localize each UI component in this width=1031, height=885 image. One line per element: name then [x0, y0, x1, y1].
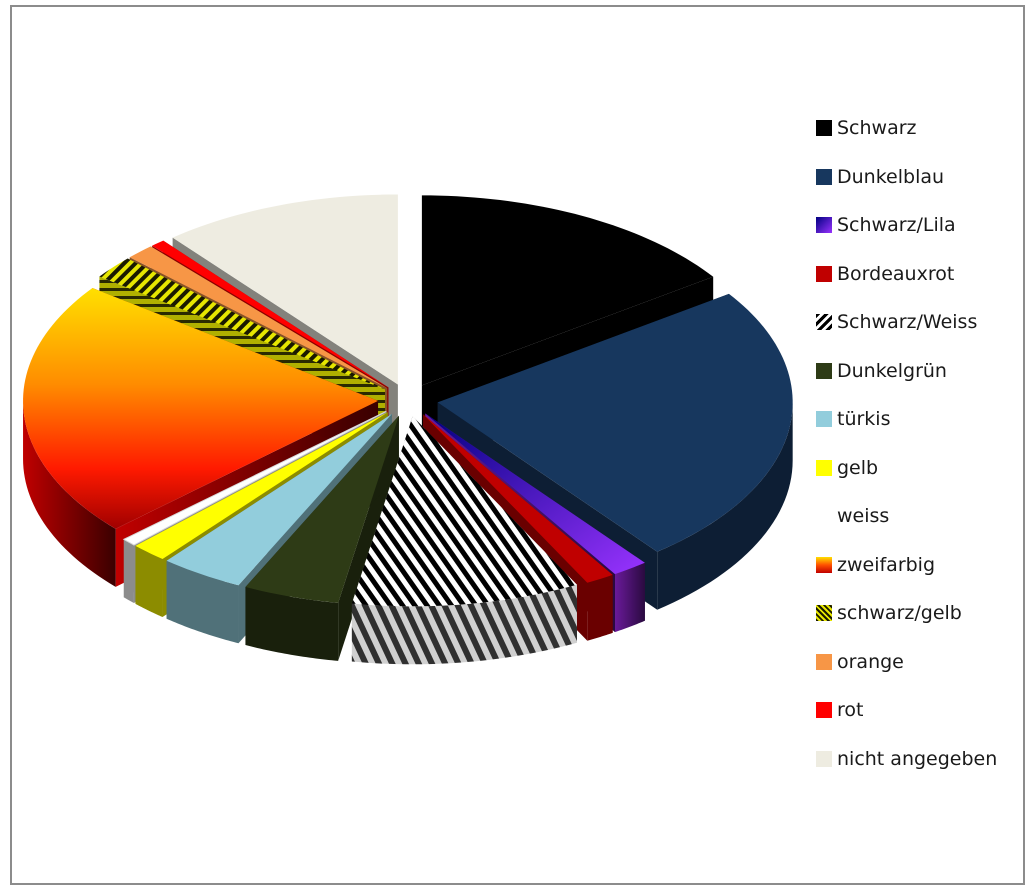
legend-item-orange: orange: [816, 638, 997, 687]
legend-label: gelb: [837, 456, 879, 479]
pie-slice-dunkelblau: [437, 293, 793, 552]
legend-swatch-nicht-angegeben: [816, 750, 832, 767]
legend-swatch-schwarz-gelb: [816, 605, 832, 622]
legend-label: Schwarz: [837, 117, 917, 140]
pie-slice-orange: [129, 246, 388, 389]
legend-label: Dunkelgrün: [837, 359, 947, 382]
legend-swatch-dunkelgrun: [816, 362, 832, 379]
legend-label: Schwarz/Lila: [837, 214, 956, 237]
legend-label: Bordeauxrot: [837, 262, 955, 285]
legend-swatch-schwarz-lila: [816, 217, 832, 234]
legend-item-schwarz-weiss: Schwarz/Weiss: [816, 298, 997, 347]
legend-item-nicht-angegeben: nicht angegeben: [816, 735, 997, 784]
legend-item-schwarz: Schwarz: [816, 104, 997, 153]
legend-item-schwarz-lila: Schwarz/Lila: [816, 201, 997, 250]
legend-label: orange: [837, 650, 904, 673]
legend-swatch-zweifarbig: [816, 556, 832, 573]
legend-item-schwarz-gelb: schwarz/gelb: [816, 589, 997, 638]
legend-label: Schwarz/Weiss: [837, 311, 978, 334]
pie-slice-nicht-angegeben: [172, 194, 398, 385]
pie-slice-schwarz: [421, 195, 714, 386]
pie-slice-rot: [152, 240, 389, 388]
legend-label: Dunkelblau: [837, 165, 945, 188]
legend-swatch-weiss: [816, 508, 832, 525]
pie-slice-gelb: [135, 412, 388, 560]
legend-swatch-turkis: [816, 411, 832, 428]
legend-swatch-schwarz: [816, 120, 832, 137]
pie-slice-weiss: [122, 410, 387, 546]
legend-label: zweifarbig: [837, 553, 936, 576]
pie-slice-bordeauxrot: [422, 414, 613, 583]
legend-item-dunkelblau: Dunkelblau: [816, 153, 997, 202]
legend-label: weiss: [837, 505, 890, 528]
legend-item-weiss: weiss: [816, 492, 997, 541]
pie-slice-turkis: [166, 413, 392, 586]
legend-swatch-orange: [816, 653, 832, 670]
pie-slice-schwarz-gelb: [99, 258, 386, 390]
legend-item-gelb: gelb: [816, 444, 997, 493]
pie-slice-dunkelgrun: [245, 415, 399, 603]
legend-item-dunkelgrun: Dunkelgrün: [816, 347, 997, 396]
legend-item-rot: rot: [816, 686, 997, 735]
chart-legend: Schwarz Dunkelblau Schwarz/Lila Bordeauxrot…: [816, 104, 997, 783]
legend-swatch-schwarz-weiss: [816, 314, 832, 331]
legend-label: nicht angegeben: [837, 747, 998, 770]
pie-slice-schwarz-lila: [425, 413, 645, 575]
legend-label: türkis: [837, 408, 891, 431]
legend-swatch-gelb: [816, 459, 832, 476]
legend-label: schwarz/gelb: [837, 602, 962, 625]
legend-item-turkis: türkis: [816, 395, 997, 444]
legend-swatch-rot: [816, 702, 832, 719]
legend-swatch-bordeauxrot: [816, 265, 832, 282]
pie-slice-schwarz-weiss: [351, 416, 577, 607]
legend-item-zweifarbig: zweifarbig: [816, 541, 997, 590]
legend-item-bordeauxrot: Bordeauxrot: [816, 250, 997, 299]
legend-label: rot: [837, 699, 864, 722]
legend-swatch-dunkelblau: [816, 168, 832, 185]
pie-slice-zweifarbig: [23, 288, 379, 529]
